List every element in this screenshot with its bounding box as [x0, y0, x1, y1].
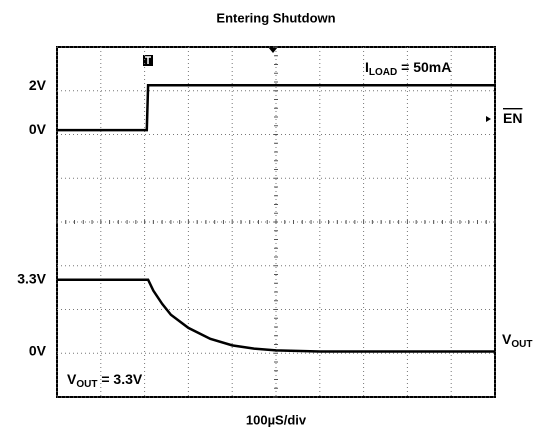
annotation-rest: = 3.3V [97, 371, 142, 387]
level-label: 3.3V [17, 270, 46, 286]
annotation-sub: OUT [76, 379, 97, 390]
level-label: 2V [29, 77, 47, 93]
channel-name-sub: OUT [511, 339, 532, 350]
x-axis-label: 100µS/div [246, 412, 307, 427]
channel-arrow [486, 116, 491, 122]
level-label: 0V [29, 121, 47, 137]
channel-name: EN [503, 110, 522, 126]
trace [57, 84, 495, 132]
channel-name: VOUT [502, 331, 532, 350]
annotation-base: V [67, 371, 77, 387]
trigger-position [268, 47, 278, 53]
trace [57, 278, 495, 353]
trigger-marker [143, 55, 153, 66]
annotation-base: I [365, 59, 369, 75]
channel-name-base: EN [503, 110, 522, 126]
annotation: ILOAD = 50mA [365, 59, 451, 78]
annotation: VOUT = 3.3V [67, 371, 143, 390]
level-label: 0V [29, 343, 47, 359]
chart-title: Entering Shutdown [216, 10, 335, 25]
channel-name-base: V [502, 331, 512, 347]
annotation-rest: = 50mA [397, 59, 451, 75]
annotation-sub: LOAD [369, 67, 397, 78]
